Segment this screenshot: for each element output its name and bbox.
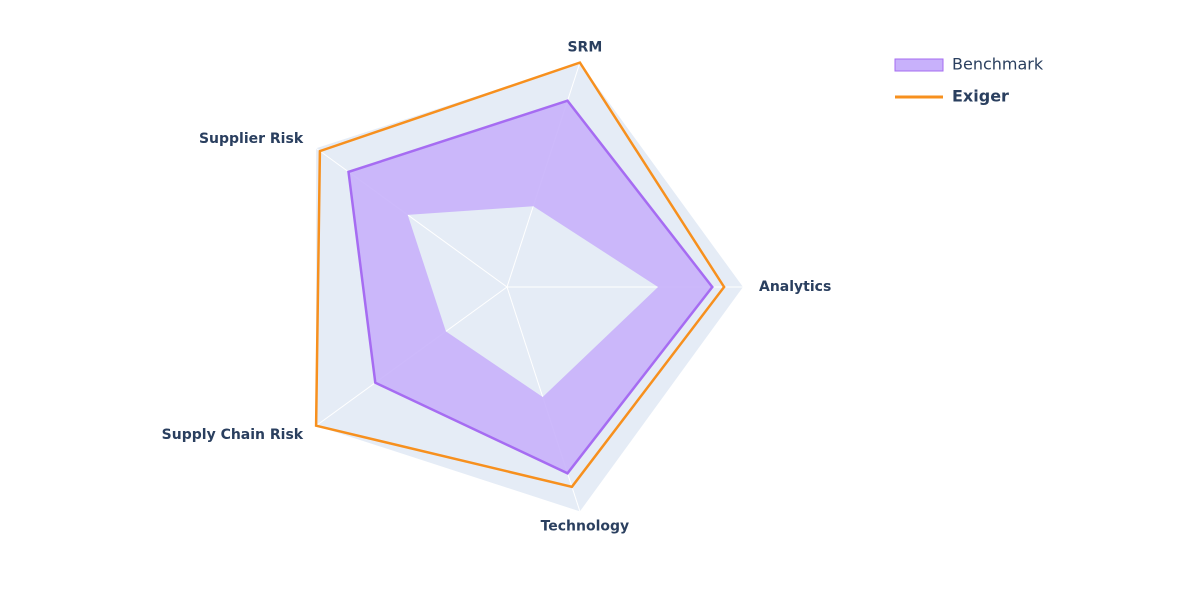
legend-swatch [894,58,944,72]
legend: Benchmark Exiger [894,55,1044,106]
polar-plot: Analytics SRM Supplier Risk Supply Chain Ri… [162,39,832,534]
axis-label: Analytics [759,279,831,295]
legend-label: Exiger [952,87,1009,106]
axis-label: Supplier Risk [199,131,304,147]
axis-label: Supply Chain Risk [162,427,304,443]
series-line [347,99,714,475]
legend-label: Benchmark [952,55,1044,74]
axis-label: Technology [541,519,630,535]
range-band [348,100,713,474]
series-line [314,61,726,489]
axis-label: SRM [567,39,602,55]
